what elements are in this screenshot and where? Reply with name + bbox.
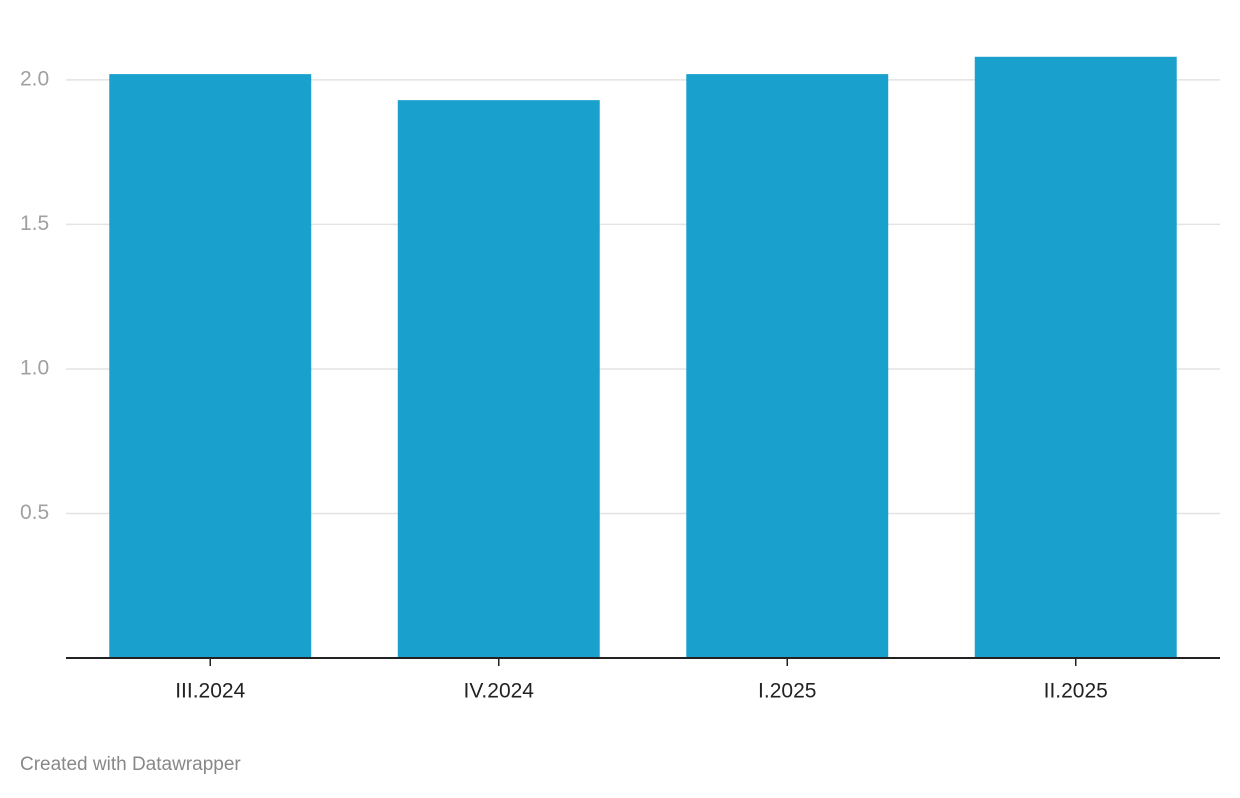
bar [397,100,600,659]
footer: Created with Datawrapper [20,754,241,775]
bar [109,74,312,659]
bar [974,56,1177,659]
x-tick-label: II.2025 [1044,680,1108,703]
x-tick-label: I.2025 [758,680,816,703]
y-tick-label: 1.0 [20,356,49,379]
y-tick-label: 2.0 [20,67,49,90]
x-tick-label: III.2024 [175,680,245,703]
x-tick-label: IV.2024 [464,680,535,703]
y-tick-label: 1.5 [20,212,49,235]
y-tick-label: 0.5 [20,501,49,524]
bar [686,74,889,659]
